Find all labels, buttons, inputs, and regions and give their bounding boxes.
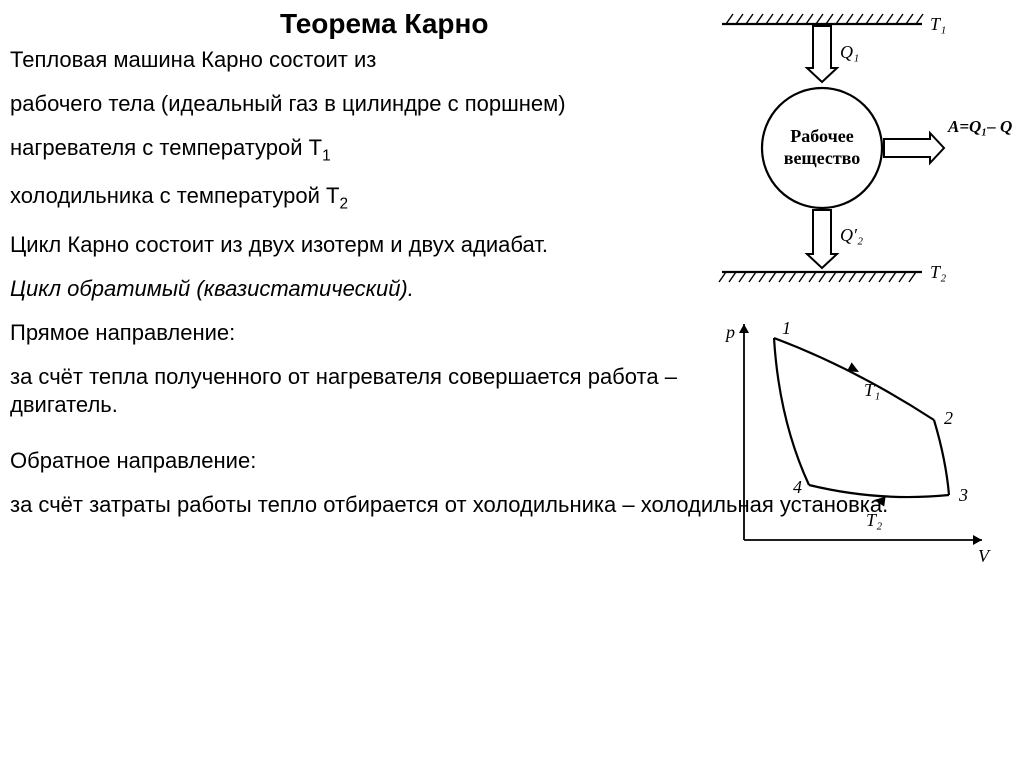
svg-text:1: 1 <box>782 318 791 338</box>
svg-text:T₂: T₂ <box>866 510 882 530</box>
svg-text:4: 4 <box>793 477 802 497</box>
para-4-text: холодильника с температурой T <box>10 183 339 208</box>
para-6: Цикл обратимый (квазистатический). <box>10 275 690 303</box>
svg-text:Q′₂: Q′₂ <box>840 225 863 245</box>
svg-text:3: 3 <box>958 485 968 505</box>
text-column: Тепловая машина Карно состоит из рабочег… <box>10 46 690 536</box>
para-8: за счёт тепла полученного от нагревателя… <box>10 363 690 419</box>
para-7: Прямое направление: <box>10 319 690 347</box>
svg-text:Рабочее: Рабочее <box>790 126 853 146</box>
svg-text:V: V <box>978 546 991 566</box>
para-4: холодильника с температурой T2 <box>10 182 690 214</box>
para-3-sub: 1 <box>322 148 331 165</box>
para-4-sub: 2 <box>339 196 348 213</box>
para-1: Тепловая машина Карно состоит из <box>10 46 690 74</box>
para-5: Цикл Карно состоит из двух изотерм и дву… <box>10 231 690 259</box>
svg-text:T₁: T₁ <box>930 14 946 34</box>
svg-text:T₁: T₁ <box>864 380 880 400</box>
para-3-text: нагревателя с температурой T <box>10 135 322 160</box>
pv-cycle-diagram: Vp 1 2 3 4 T₁ T₂ <box>714 310 994 570</box>
svg-text:p: p <box>724 322 735 342</box>
svg-text:T₂: T₂ <box>930 262 946 282</box>
para-9: Обратное направление: <box>10 447 690 475</box>
svg-text:вещество: вещество <box>784 148 861 168</box>
para-2: рабочего тела (идеальный газ в цилиндре … <box>10 90 690 118</box>
page-title: Теорема Карно <box>280 8 489 40</box>
svg-text:A=Q₁– Q′₂: A=Q₁– Q′₂ <box>947 117 1012 136</box>
svg-text:Q₁: Q₁ <box>840 42 859 62</box>
para-3: нагревателя с температурой T1 <box>10 134 690 166</box>
svg-text:2: 2 <box>944 408 953 428</box>
heat-engine-diagram: T₁ T₂ Рабочеевещество Q₁ Q′₂ A=Q₁– Q′₂ <box>712 4 1012 294</box>
